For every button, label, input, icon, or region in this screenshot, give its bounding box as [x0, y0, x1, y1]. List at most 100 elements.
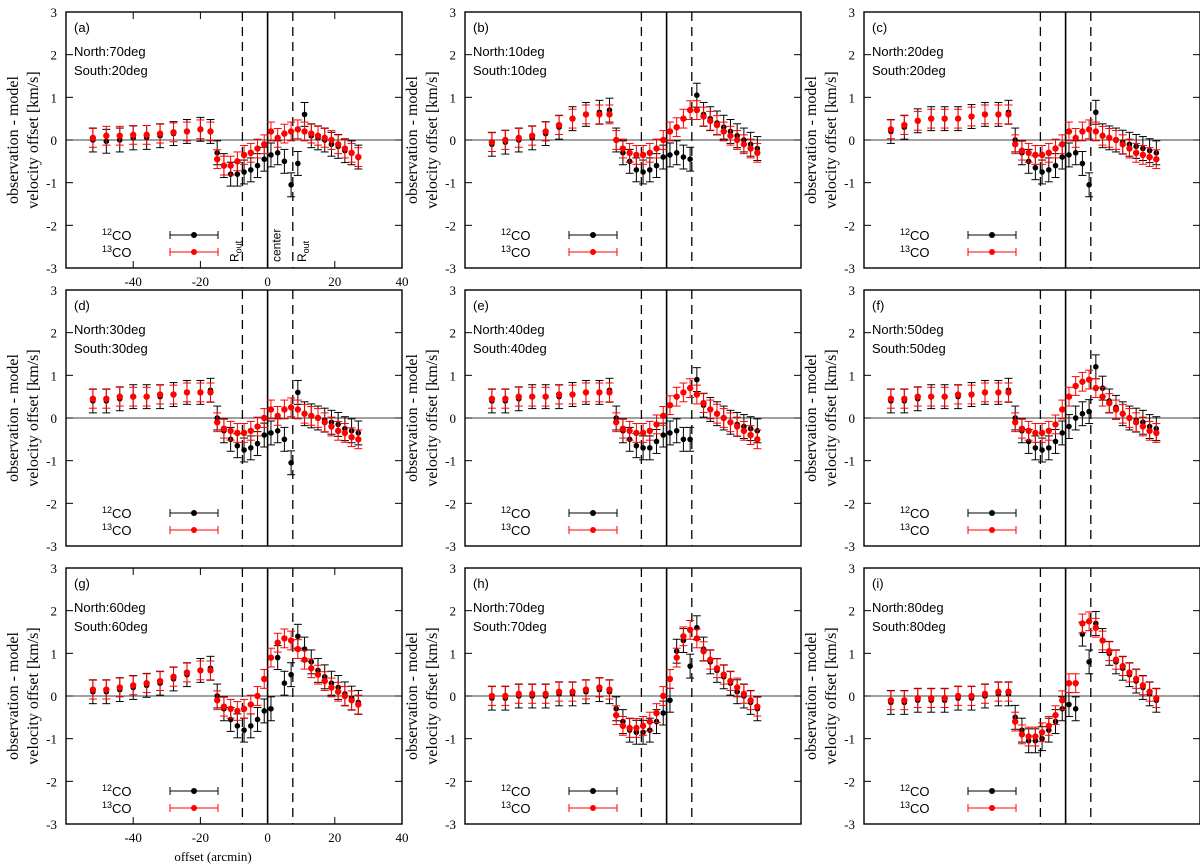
y-tick-label: -3 — [46, 539, 57, 554]
data-point — [103, 132, 110, 139]
data-point — [254, 162, 261, 169]
data-point — [713, 665, 721, 672]
y-tick-label: -2 — [844, 218, 855, 233]
data-point — [1072, 150, 1079, 156]
data-point — [713, 410, 721, 417]
y-tick-label: -1 — [445, 732, 456, 747]
data-point — [287, 637, 295, 644]
data-point — [747, 145, 754, 152]
y-axis-label: observation - model velocity offset [km/s… — [5, 627, 42, 764]
y-tick-label: 1 — [450, 646, 457, 661]
legend-marker — [989, 805, 995, 811]
y-axis-label-line1: observation - model — [5, 631, 22, 760]
data-point — [733, 684, 741, 691]
data-point — [667, 697, 673, 704]
legend-label-12co: 12CO — [501, 783, 531, 799]
data-point — [646, 427, 653, 434]
data-point — [288, 182, 294, 188]
data-point — [1079, 160, 1086, 167]
data-point — [569, 391, 576, 398]
y-tick-label: 2 — [450, 326, 457, 341]
data-point — [1012, 419, 1019, 426]
data-point — [1126, 414, 1133, 422]
data-point — [1079, 378, 1086, 385]
data-point — [1032, 151, 1039, 159]
data-point — [981, 389, 989, 396]
data-point — [995, 389, 1002, 396]
y-tick-label: -3 — [46, 817, 57, 832]
data-point — [301, 128, 308, 135]
data-point — [542, 690, 549, 698]
data-point — [308, 665, 315, 672]
data-point — [295, 389, 301, 396]
south-angle: South:50deg — [872, 341, 946, 356]
data-point — [234, 723, 241, 729]
data-point — [660, 692, 667, 700]
data-point — [1106, 648, 1113, 655]
legend-marker — [191, 232, 197, 238]
data-point — [1106, 399, 1113, 407]
data-point — [348, 434, 355, 441]
data-point — [1072, 134, 1079, 142]
y-tick-label: 2 — [849, 604, 856, 619]
data-point — [928, 694, 935, 702]
data-point — [1126, 669, 1133, 676]
legend-marker — [191, 510, 197, 516]
x-tick-label: 0 — [264, 830, 271, 845]
data-point — [183, 669, 191, 676]
data-point — [666, 675, 674, 683]
data-point — [1025, 427, 1032, 434]
data-point — [254, 440, 261, 447]
y-tick-label: 0 — [450, 689, 457, 704]
data-point — [515, 690, 522, 698]
data-point — [143, 680, 150, 687]
data-point — [1153, 694, 1160, 702]
data-point — [89, 395, 97, 402]
data-point — [680, 436, 687, 443]
data-point — [693, 391, 701, 398]
data-point — [1052, 162, 1059, 169]
legend-label-12co: 12CO — [501, 505, 531, 521]
data-point — [261, 141, 268, 148]
y-axis-label-line2: velocity offset [km/s] — [25, 627, 42, 764]
data-point — [197, 126, 204, 133]
data-point — [1072, 415, 1079, 421]
data-point — [606, 389, 613, 396]
data-point — [1119, 410, 1126, 417]
legend-marker — [191, 805, 197, 811]
south-angle: South:20deg — [872, 63, 946, 78]
data-point — [214, 419, 221, 426]
north-angle: North:40deg — [473, 322, 545, 337]
data-point — [653, 709, 660, 717]
data-point — [720, 414, 727, 422]
data-point — [633, 151, 640, 159]
data-point — [1139, 423, 1147, 430]
data-point — [733, 423, 741, 430]
data-point — [1065, 393, 1073, 400]
data-point — [1025, 149, 1032, 156]
y-tick-label: 3 — [51, 561, 58, 576]
data-point — [220, 162, 228, 169]
x-tick-label: 40 — [396, 274, 409, 289]
y-axis-label-line2: velocity offset [km/s] — [424, 71, 441, 208]
y-tick-label: -3 — [445, 539, 456, 554]
data-point — [130, 131, 137, 139]
data-point — [954, 115, 962, 122]
data-point — [596, 389, 603, 396]
data-point — [103, 686, 110, 693]
y-tick-label: 1 — [51, 368, 58, 383]
data-point — [321, 419, 328, 426]
north-angle: North:20deg — [872, 44, 944, 59]
y-axis-label-line1: observation - model — [404, 75, 421, 204]
data-point — [321, 134, 328, 142]
rout-right-label: Rout — [295, 240, 311, 262]
data-point — [619, 722, 627, 730]
data-point — [680, 633, 687, 640]
data-point — [619, 425, 627, 432]
data-point — [954, 692, 962, 700]
y-tick-label: 0 — [450, 411, 457, 426]
data-point — [1139, 682, 1147, 689]
data-point — [1132, 419, 1140, 426]
